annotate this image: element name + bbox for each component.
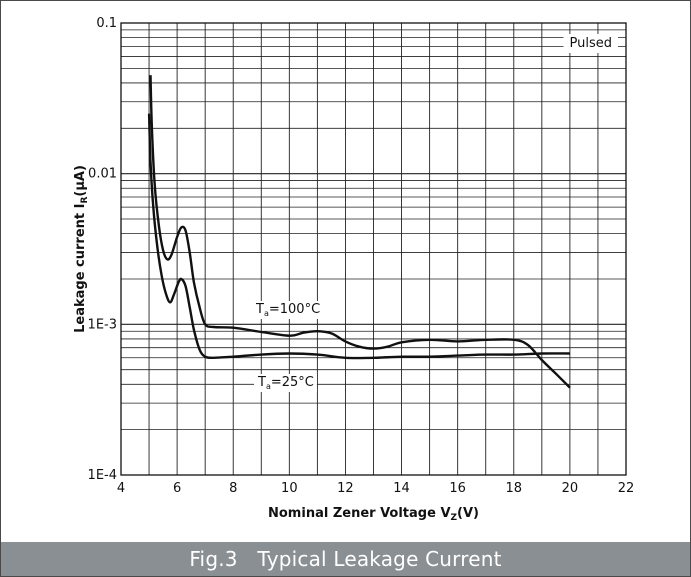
chart-grid (121, 23, 626, 475)
y-axis-title-subscript: R (80, 197, 90, 204)
annotation-ta-25c-subscript: a (266, 382, 271, 391)
annotation-ta-100c-subscript: a (264, 309, 269, 318)
y-tick-label: 0.01 (88, 167, 117, 182)
annotation-ta-25c-prefix: T (257, 375, 266, 390)
plot-area-border (120, 22, 627, 476)
x-axis-title: Nominal Zener Voltage VZ(V) (268, 506, 479, 523)
annotation-ta-25c-background (254, 374, 317, 392)
x-tick-label: 20 (562, 481, 579, 496)
figure-caption-label: Fig.3 (189, 547, 238, 571)
x-tick-label: 12 (337, 481, 354, 496)
x-tick-label: 4 (117, 481, 125, 496)
annotation-ta-100c-suffix: =100°C (269, 302, 320, 317)
x-tick-label: 22 (618, 481, 635, 496)
series-line-ta-100c (149, 75, 571, 389)
x-axis-title-main: Nominal Zener Voltage V (268, 506, 451, 521)
y-tick-label: 0.1 (96, 16, 117, 31)
figure-caption-title: Typical Leakage Current (257, 547, 502, 571)
x-axis-title-unit: (V) (457, 506, 479, 521)
y-tick-label: 1E-3 (88, 317, 117, 332)
y-tick-label: 1E-4 (88, 468, 117, 483)
legend-pulsed-label: Pulsed (570, 36, 613, 51)
figure-caption: Fig.3 Typical Leakage Current (189, 547, 501, 571)
x-tick-label: 16 (449, 481, 466, 496)
figure-caption-bar: Fig.3 Typical Leakage Current (1, 542, 690, 576)
x-axis-title-subscript: Z (451, 513, 458, 523)
axis-ticks: 4 6 8 10 12 14 16 18 20 22 0.1 0.01 1E-3 1E-4 (88, 16, 635, 496)
series-line-ta-25c (147, 113, 570, 360)
annotation-ta-100c-prefix: T (255, 302, 264, 317)
y-axis-title: Leakage current IR(μA) (73, 165, 90, 333)
x-tick-label: 10 (281, 481, 298, 496)
x-tick-label: 14 (393, 481, 410, 496)
x-tick-label: 8 (229, 481, 237, 496)
y-axis-title-main: Leakage current I (73, 204, 88, 333)
annotation-ta-100c-background (252, 301, 324, 319)
annotation-ta-25c: Ta=25°C (257, 375, 314, 391)
legend: Pulsed (563, 34, 618, 53)
x-tick-label: 6 (173, 481, 181, 496)
series-annotations: Ta=100°CTa=25°C (252, 301, 324, 392)
annotation-ta-25c-suffix: =25°C (271, 375, 314, 390)
legend-box-background (563, 34, 618, 53)
x-tick-label: 18 (506, 481, 523, 496)
annotation-ta-100c: Ta=100°C (255, 302, 320, 318)
y-axis-title-unit: (μA) (73, 165, 88, 197)
series-lines (147, 75, 571, 389)
